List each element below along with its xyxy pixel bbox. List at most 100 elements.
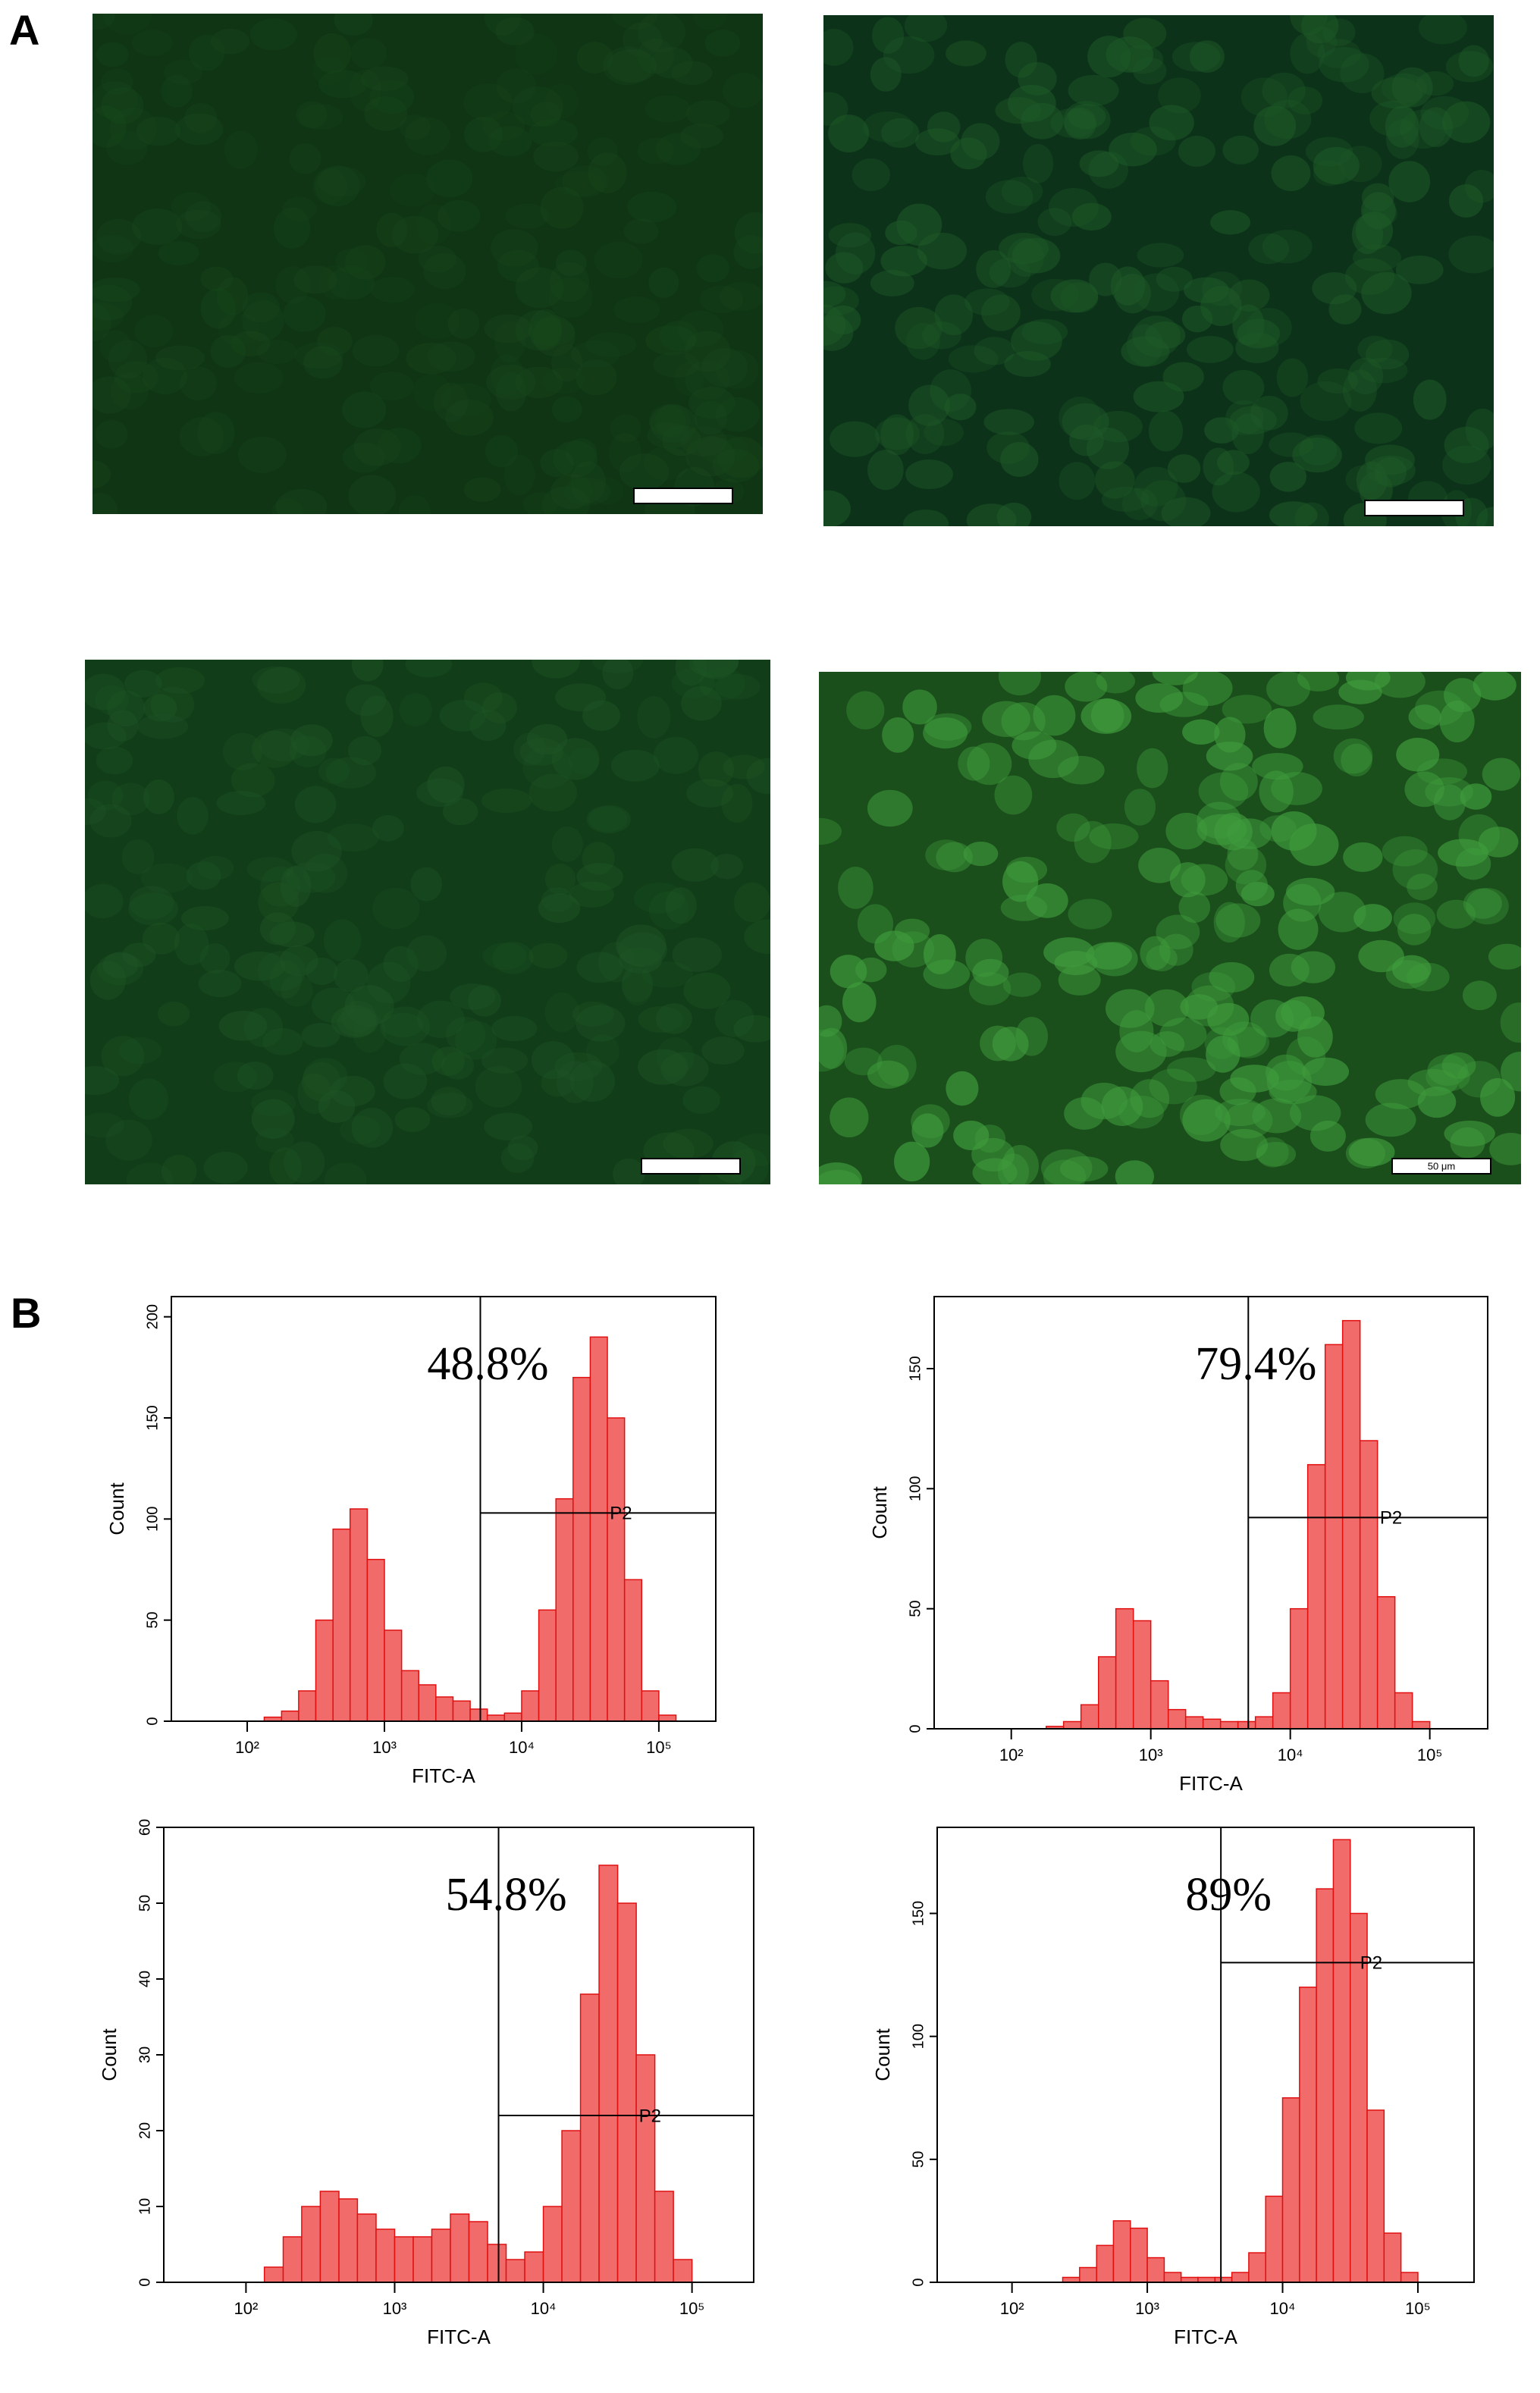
cell (257, 951, 306, 991)
bar (1115, 1607, 1134, 1730)
cell (594, 241, 643, 279)
cell (1059, 462, 1096, 500)
cell (619, 453, 670, 491)
x-tick-label: 10⁵ (1405, 2299, 1431, 2318)
cell (1382, 836, 1428, 867)
cell (626, 191, 677, 223)
bar (673, 2259, 693, 2283)
cell (867, 450, 904, 491)
cell (576, 42, 613, 74)
x-tick-label: 10⁵ (679, 2299, 705, 2318)
cell (184, 102, 218, 133)
bar (1299, 1987, 1317, 2283)
cell (93, 303, 124, 331)
cell (256, 339, 297, 365)
cell (1182, 672, 1233, 707)
cell (237, 1062, 274, 1090)
bar (452, 1700, 471, 1722)
x-axis-label: FITC-A (1179, 1772, 1243, 1795)
cell (672, 937, 723, 972)
cell (111, 783, 150, 816)
cell (289, 735, 327, 767)
cell (224, 130, 258, 169)
cell (171, 192, 212, 221)
cell (1313, 146, 1360, 185)
cell (1206, 741, 1253, 771)
cell (174, 113, 224, 146)
scale-bar (633, 488, 733, 504)
cell (398, 494, 431, 514)
bar (607, 1417, 626, 1722)
cell (464, 116, 503, 152)
cell (1444, 426, 1489, 464)
cell (137, 714, 189, 739)
cell (1448, 184, 1484, 218)
cell (1351, 215, 1384, 255)
cell (299, 104, 343, 130)
cell (1180, 994, 1219, 1020)
cell (976, 249, 1012, 288)
cell (349, 984, 391, 1026)
cell (1290, 1095, 1341, 1131)
cell (823, 281, 846, 308)
cell (1198, 772, 1249, 811)
cell (275, 265, 311, 304)
cell (1365, 444, 1416, 475)
cell (269, 921, 315, 948)
y-tick-label: 150 (910, 1901, 927, 1926)
cell (729, 1148, 769, 1184)
cell (1191, 971, 1236, 1002)
bar (319, 2191, 340, 2283)
cell (103, 14, 152, 35)
cell (548, 278, 593, 318)
cell (197, 855, 234, 880)
cell (353, 1012, 387, 1053)
cell (1134, 466, 1178, 507)
cell (344, 245, 386, 280)
cell (294, 342, 344, 369)
cell (323, 919, 362, 961)
cell (481, 788, 532, 814)
cell (512, 86, 563, 127)
cell (1086, 428, 1130, 469)
cell (1442, 101, 1491, 143)
cell (242, 292, 280, 323)
cell (673, 362, 704, 397)
cell (370, 276, 416, 303)
cell (1381, 73, 1428, 104)
cell (269, 1147, 302, 1184)
cell (427, 766, 465, 803)
cell (704, 29, 741, 57)
cell (1388, 161, 1431, 202)
cell (685, 100, 730, 127)
bar (1394, 1692, 1413, 1730)
cell (515, 33, 557, 75)
cell (463, 83, 513, 121)
cell (423, 252, 466, 290)
cell (541, 368, 585, 394)
cell (648, 891, 689, 930)
cell (324, 1162, 367, 1184)
cell (353, 428, 401, 466)
cell (1288, 86, 1323, 115)
cell (218, 312, 260, 346)
cell (721, 783, 753, 823)
cell (544, 863, 576, 895)
cell (486, 364, 536, 400)
cell (197, 412, 235, 454)
cell (1358, 939, 1404, 973)
bar (1167, 1708, 1187, 1730)
cell (351, 660, 384, 682)
cell (830, 1097, 869, 1138)
cells (93, 14, 763, 514)
cell (971, 1137, 1015, 1172)
cell (871, 17, 905, 54)
cell (1489, 1133, 1521, 1165)
cell (699, 667, 745, 701)
cell (733, 235, 763, 269)
cell (538, 893, 581, 924)
cell (1091, 942, 1138, 977)
cell (1265, 1054, 1306, 1091)
cell (1089, 823, 1139, 850)
cell (275, 488, 328, 514)
